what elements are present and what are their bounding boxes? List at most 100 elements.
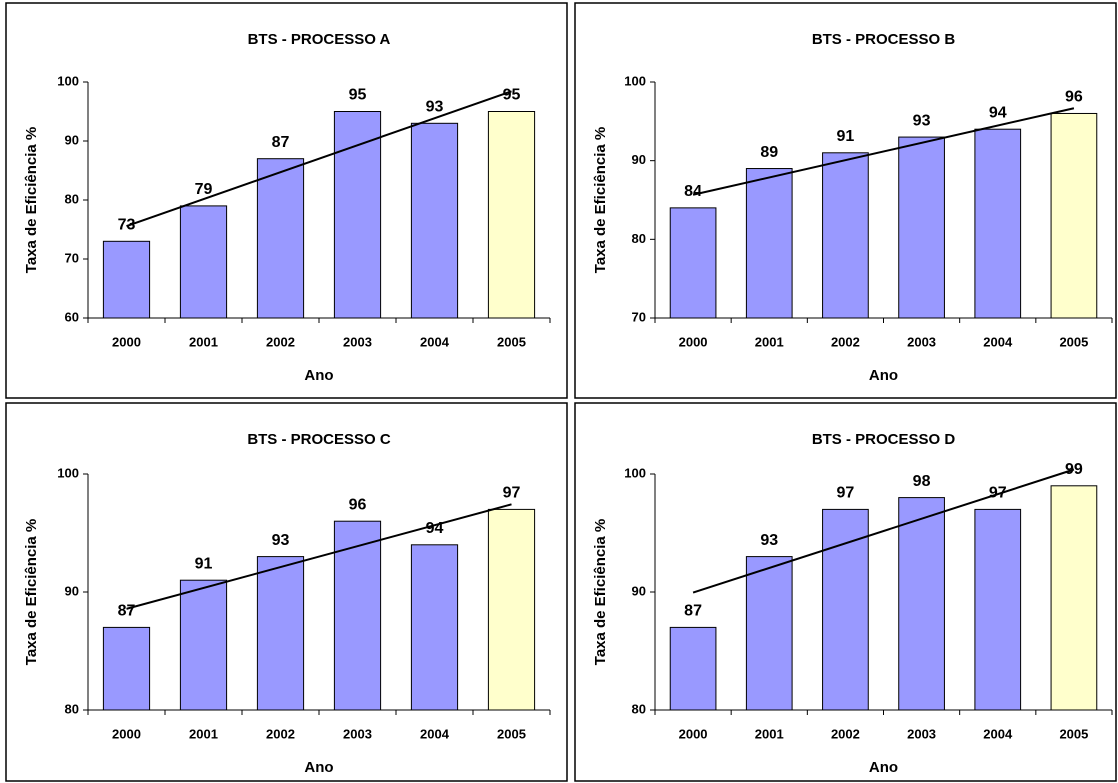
value-label: 93 bbox=[426, 99, 444, 116]
x-tick-label: 2001 bbox=[189, 334, 218, 349]
y-axis-label: Taxa de Eficiência % bbox=[23, 519, 40, 665]
x-axis-label: Ano bbox=[869, 367, 898, 384]
y-axis-label: Taxa de Eficiência % bbox=[592, 127, 609, 273]
chart-title: BTS - PROCESSO B bbox=[812, 31, 956, 48]
y-tick-label: 100 bbox=[57, 73, 79, 88]
x-tick-label: 2005 bbox=[1059, 726, 1088, 741]
y-tick-label: 90 bbox=[65, 132, 79, 147]
y-tick-label: 80 bbox=[65, 191, 79, 206]
y-tick-label: 80 bbox=[632, 231, 646, 246]
y-tick-label: 80 bbox=[65, 701, 79, 716]
x-tick-label: 2001 bbox=[189, 726, 218, 741]
x-axis-label: Ano bbox=[304, 759, 333, 776]
x-tick-label: 2003 bbox=[907, 726, 936, 741]
x-tick-label: 2000 bbox=[112, 334, 141, 349]
x-tick-label: 2002 bbox=[831, 334, 860, 349]
bar bbox=[487, 508, 536, 711]
x-tick-label: 2003 bbox=[907, 334, 936, 349]
y-tick-label: 100 bbox=[624, 465, 646, 480]
value-label: 99 bbox=[1065, 461, 1083, 478]
bar bbox=[974, 508, 1022, 711]
x-tick-label: 2002 bbox=[831, 726, 860, 741]
bar bbox=[1050, 112, 1098, 319]
x-tick-label: 2005 bbox=[1059, 334, 1088, 349]
bar bbox=[898, 136, 945, 319]
x-tick-label: 2002 bbox=[266, 726, 295, 741]
bar bbox=[1050, 485, 1098, 711]
value-label: 87 bbox=[118, 603, 136, 620]
x-tick-label: 2002 bbox=[266, 334, 295, 349]
y-tick-label: 90 bbox=[632, 152, 646, 167]
value-label: 93 bbox=[913, 112, 931, 129]
x-tick-label: 2004 bbox=[420, 726, 450, 741]
x-tick-label: 2005 bbox=[497, 726, 526, 741]
x-tick-label: 2003 bbox=[343, 334, 372, 349]
bar bbox=[822, 508, 869, 711]
value-label: 95 bbox=[503, 87, 521, 104]
value-label: 96 bbox=[349, 496, 367, 513]
value-label: 93 bbox=[272, 532, 290, 549]
bar bbox=[179, 579, 228, 711]
bar bbox=[974, 128, 1022, 319]
bar bbox=[669, 207, 717, 319]
y-axis-label: Taxa de Eficiência % bbox=[23, 127, 40, 273]
trend-line bbox=[126, 503, 512, 610]
x-axis-label: Ano bbox=[869, 759, 898, 776]
bar bbox=[487, 111, 536, 319]
y-axis-label: Taxa de Eficiência % bbox=[592, 519, 609, 665]
y-tick-label: 90 bbox=[65, 583, 79, 598]
value-label: 84 bbox=[684, 183, 702, 200]
bar bbox=[102, 626, 151, 711]
value-label: 87 bbox=[684, 603, 702, 620]
bar bbox=[102, 240, 151, 319]
chart-title: BTS - PROCESSO C bbox=[247, 431, 391, 448]
value-label: 89 bbox=[760, 144, 778, 161]
y-tick-label: 60 bbox=[65, 309, 79, 324]
x-tick-label: 2000 bbox=[679, 334, 708, 349]
x-tick-label: 2000 bbox=[679, 726, 708, 741]
value-label: 93 bbox=[760, 532, 778, 549]
x-axis-label: Ano bbox=[304, 367, 333, 384]
y-tick-label: 70 bbox=[632, 309, 646, 324]
y-tick-label: 80 bbox=[632, 701, 646, 716]
x-tick-label: 2004 bbox=[420, 334, 450, 349]
bar bbox=[333, 520, 382, 711]
x-tick-label: 2000 bbox=[112, 726, 141, 741]
value-label: 97 bbox=[837, 485, 855, 502]
x-tick-label: 2005 bbox=[497, 334, 526, 349]
x-tick-label: 2004 bbox=[983, 726, 1013, 741]
value-label: 79 bbox=[195, 181, 213, 198]
y-tick-label: 100 bbox=[624, 73, 646, 88]
y-tick-label: 90 bbox=[632, 583, 646, 598]
x-tick-label: 2001 bbox=[755, 726, 784, 741]
trend-line bbox=[126, 90, 512, 228]
value-label: 87 bbox=[272, 134, 290, 151]
trend-line bbox=[692, 468, 1075, 594]
bar bbox=[822, 152, 869, 319]
bar bbox=[333, 111, 382, 319]
bar bbox=[745, 556, 793, 711]
value-label: 91 bbox=[837, 128, 855, 145]
y-tick-label: 70 bbox=[65, 250, 79, 265]
value-label: 73 bbox=[118, 217, 136, 234]
x-tick-label: 2001 bbox=[755, 334, 784, 349]
trend-line bbox=[692, 107, 1075, 196]
bar bbox=[669, 626, 717, 711]
x-tick-label: 2003 bbox=[343, 726, 372, 741]
bar bbox=[410, 122, 459, 319]
value-label: 95 bbox=[349, 87, 367, 104]
bar bbox=[898, 497, 945, 711]
value-label: 94 bbox=[989, 104, 1007, 121]
y-tick-label: 100 bbox=[57, 465, 79, 480]
bar bbox=[745, 168, 793, 319]
bar bbox=[256, 556, 305, 711]
bar bbox=[179, 205, 228, 319]
value-label: 97 bbox=[503, 485, 521, 502]
chart-title: BTS - PROCESSO D bbox=[812, 431, 956, 448]
value-label: 98 bbox=[913, 473, 931, 490]
bar bbox=[410, 544, 459, 711]
chart-title: BTS - PROCESSO A bbox=[248, 31, 391, 48]
x-tick-label: 2004 bbox=[983, 334, 1013, 349]
bar bbox=[256, 158, 305, 319]
